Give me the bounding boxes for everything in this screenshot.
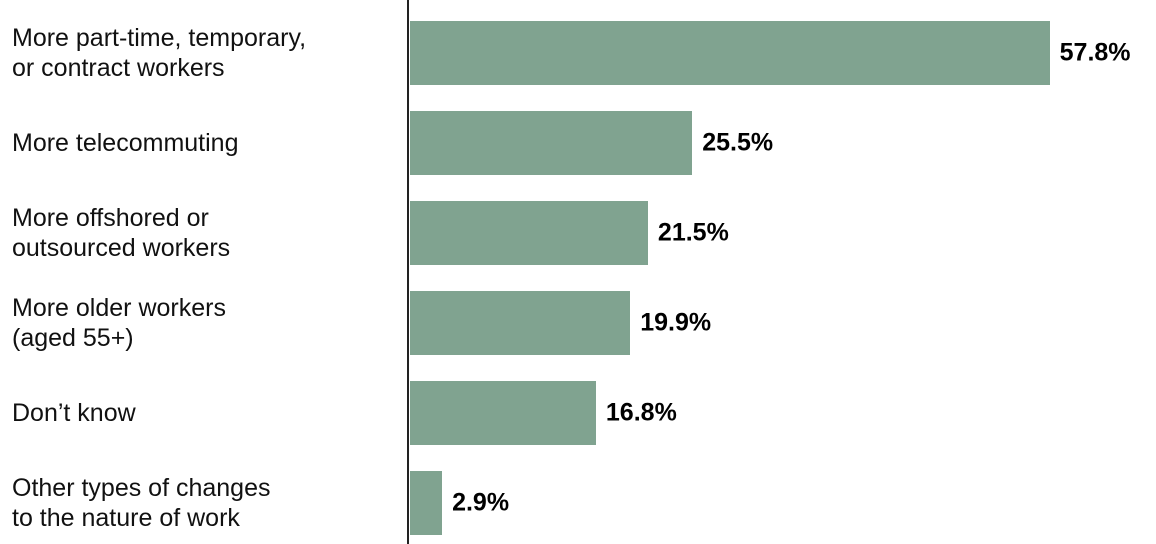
bar <box>410 291 631 355</box>
bar <box>410 471 443 535</box>
value-label: 2.9% <box>452 488 510 517</box>
category-label: Other types of changes to the nature of … <box>12 474 271 532</box>
bar <box>410 201 648 265</box>
value-label: 19.9% <box>640 308 712 337</box>
bar <box>410 111 693 175</box>
value-label: 25.5% <box>702 128 774 157</box>
bar <box>410 381 596 445</box>
category-label: More telecommuting <box>12 129 239 157</box>
category-label: More part-time, temporary, or contract w… <box>12 24 307 82</box>
value-label: 16.8% <box>605 398 677 427</box>
axis-line <box>407 0 409 544</box>
value-label: 21.5% <box>657 218 729 247</box>
category-label: Don’t know <box>12 399 136 427</box>
category-label: More older workers (aged 55+) <box>12 294 226 352</box>
value-label: 57.8% <box>1059 38 1131 67</box>
category-label: More offshored or outsourced workers <box>12 204 231 262</box>
bar <box>410 21 1050 85</box>
